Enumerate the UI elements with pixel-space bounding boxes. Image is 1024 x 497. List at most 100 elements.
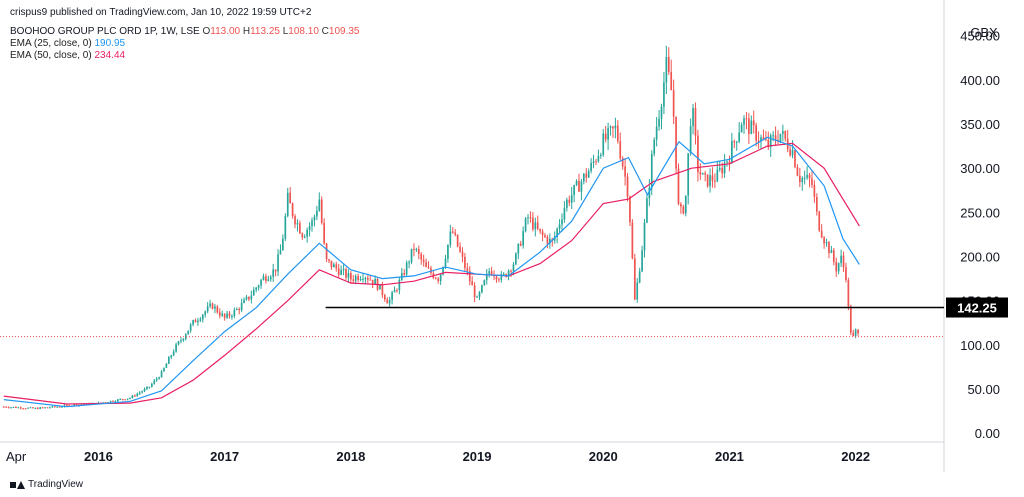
candle-body	[2, 406, 5, 408]
candle-body	[216, 306, 219, 313]
candle-body	[451, 231, 454, 233]
y-tick-label: 250.00	[960, 205, 1000, 220]
candle-body	[223, 313, 226, 318]
candle-body	[308, 226, 311, 230]
candle-body	[832, 250, 835, 262]
candle-body	[286, 192, 289, 217]
candle-body	[303, 236, 306, 238]
x-tick-label: 2018	[336, 449, 365, 464]
candle-body	[131, 395, 134, 398]
candle-body	[449, 231, 452, 245]
candle-body	[158, 377, 160, 379]
candle-body	[706, 174, 709, 187]
candle-body	[415, 249, 418, 251]
candle-body	[393, 290, 396, 293]
candle-body	[163, 367, 165, 372]
candle-body	[582, 173, 585, 182]
candle-body	[602, 133, 605, 155]
candle-body	[141, 391, 143, 393]
candle-body	[604, 133, 607, 140]
candle-body	[519, 243, 522, 246]
support-price-tag	[946, 297, 1008, 318]
candle-body	[243, 299, 245, 303]
y-tick-label: 100.00	[960, 338, 1000, 353]
candle-body	[565, 199, 568, 208]
candle-body	[148, 386, 151, 388]
candle-body	[752, 120, 755, 126]
candle-body	[371, 279, 374, 284]
candle-body	[267, 279, 270, 281]
candle-body	[325, 243, 328, 260]
candle-body	[114, 401, 117, 403]
y-tick-label: 450.00	[960, 29, 1000, 44]
candle-body	[544, 235, 546, 237]
price-chart[interactable]: GBX0.0050.00100.00150.00200.00250.00300.…	[0, 0, 1024, 478]
candle-body	[221, 313, 224, 316]
candle-body	[388, 300, 391, 304]
candle-body	[323, 222, 325, 244]
candle-body	[112, 400, 114, 402]
candle-body	[616, 125, 619, 142]
candle-body	[204, 311, 207, 315]
candle-body	[672, 90, 675, 117]
candle-body	[760, 137, 762, 142]
candle-body	[837, 263, 840, 272]
candle-body	[556, 228, 558, 238]
candle-body	[10, 407, 12, 409]
ema50-label: EMA (50, close, 0)	[10, 50, 92, 61]
candle-body	[354, 276, 357, 281]
candle-body	[19, 407, 22, 409]
candle-body	[29, 407, 32, 409]
candle-body	[500, 274, 503, 280]
candle-body	[170, 355, 173, 358]
candle-body	[172, 351, 175, 356]
candle-body	[12, 406, 15, 408]
candle-body	[218, 312, 221, 316]
candle-body	[24, 408, 27, 410]
candle-body	[468, 271, 471, 282]
candle-body	[653, 139, 656, 155]
candle-body	[684, 195, 687, 214]
x-tick-label: 2016	[84, 449, 113, 464]
candle-body	[318, 199, 321, 211]
legend-ema50-row[interactable]: EMA (50, close, 0) 234.44	[10, 50, 125, 61]
candle-body	[701, 173, 704, 175]
candle-body	[857, 329, 859, 334]
candle-body	[381, 284, 384, 296]
low-value: 108.10	[288, 26, 319, 37]
candle-body	[619, 141, 622, 159]
candle-body	[568, 199, 571, 203]
support-price-label: 142.25	[957, 301, 997, 316]
candle-body	[670, 71, 673, 91]
candle-body	[180, 340, 182, 342]
candle-body	[335, 264, 338, 269]
candle-body	[284, 216, 287, 239]
y-tick-label: 200.00	[960, 250, 1000, 265]
candle-body	[638, 271, 641, 283]
candle-body	[330, 260, 333, 268]
candle-body	[803, 177, 806, 179]
candle-body	[269, 276, 272, 280]
candle-body	[22, 408, 25, 410]
candle-body	[459, 246, 461, 252]
low-label: L	[282, 26, 289, 37]
candle-body	[456, 234, 459, 247]
candle-body	[51, 406, 54, 408]
candle-body	[527, 217, 529, 219]
candle-body	[842, 255, 845, 268]
legend-ema25-row[interactable]: EMA (25, close, 0) 190.95	[10, 38, 125, 49]
candle-body	[612, 126, 614, 129]
close-value: 109.35	[328, 26, 360, 37]
candle-body	[32, 407, 34, 409]
candle-body	[694, 108, 697, 136]
candle-body	[595, 161, 597, 163]
candle-body	[391, 292, 393, 301]
candle-body	[592, 161, 595, 163]
candle-body	[410, 248, 413, 263]
candle-body	[774, 135, 777, 140]
candle-body	[403, 273, 406, 275]
candle-body	[49, 407, 51, 409]
candle-body	[291, 203, 294, 217]
candle-body	[167, 357, 170, 364]
candle-body	[728, 161, 731, 164]
